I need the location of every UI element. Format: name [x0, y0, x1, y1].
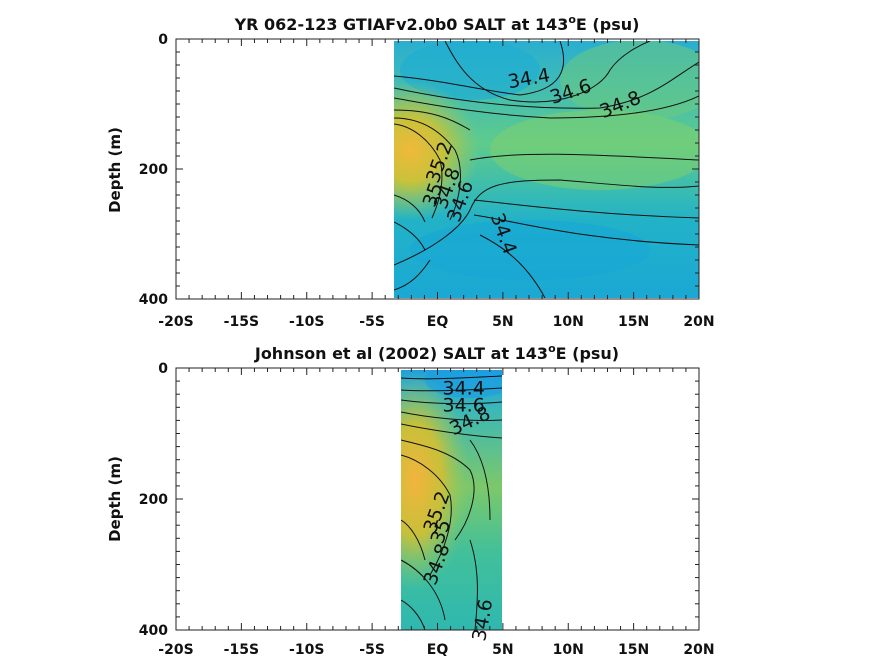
x-tick-label: -20S [158, 642, 193, 656]
x-tick-label: 10N [553, 642, 584, 656]
x-tick-label: 10N [553, 314, 584, 330]
panel-2-ylabel: Depth (m) [106, 456, 124, 542]
panel-2-title: Johnson et al (2002) SALT at 143oE (psu) [254, 342, 619, 363]
y-tick-label: 200 [139, 492, 168, 508]
x-tick-label: 20N [683, 314, 714, 330]
x-tick-label: -20S [158, 314, 193, 330]
x-tick-label: -5S [359, 642, 385, 656]
panel-2-field [401, 370, 502, 630]
panel-1-field [394, 41, 699, 298]
x-tick-label: -10S [289, 314, 324, 330]
x-tick-label: 15N [618, 314, 649, 330]
x-tick-label: -15S [224, 642, 259, 656]
x-tick-label: 15N [618, 642, 649, 656]
panel-1-title: YR 062-123 GTIAFv2.0b0 SALT at 143oE (ps… [234, 13, 640, 34]
y-tick-label: 200 [139, 162, 168, 178]
x-tick-label: 5N [492, 642, 513, 656]
y-tick-label: 400 [139, 292, 168, 308]
x-tick-label: -10S [289, 642, 324, 656]
contour-label: 34.6 [442, 394, 484, 416]
x-tick-label: 20N [683, 642, 714, 656]
panel-1-ylabel: Depth (m) [106, 127, 124, 213]
x-tick-label: EQ [427, 314, 449, 330]
x-tick-label: 5N [492, 314, 513, 330]
x-tick-label: EQ [427, 642, 449, 656]
x-tick-label: -5S [359, 314, 385, 330]
y-tick-label: 0 [158, 32, 168, 48]
y-tick-label: 0 [158, 361, 168, 377]
contour-label: 34.4 [442, 377, 484, 399]
x-tick-label: -15S [224, 314, 259, 330]
y-tick-label: 400 [139, 623, 168, 639]
